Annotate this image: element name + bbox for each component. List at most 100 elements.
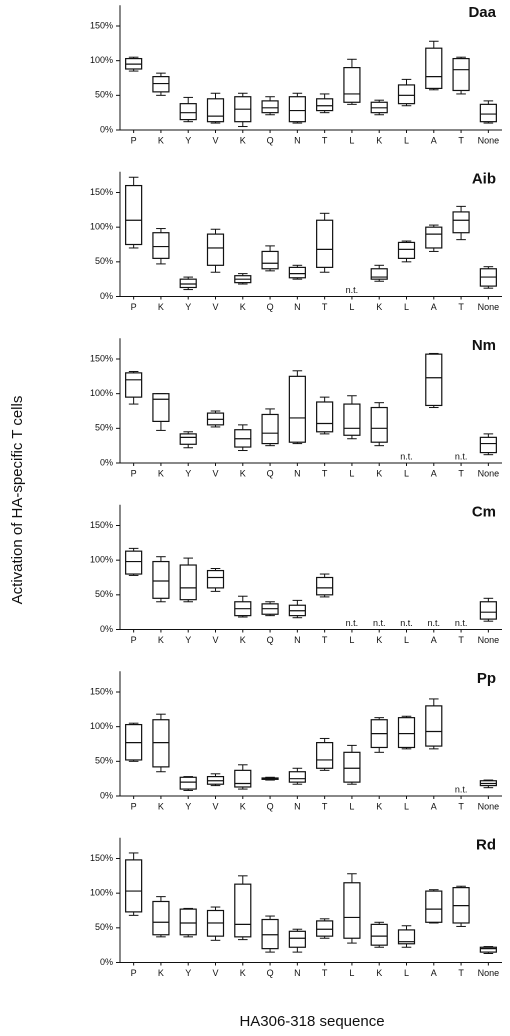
y-tick-label: 50% (95, 256, 113, 266)
box (125, 550, 143, 575)
y-axis-label: Activation of HA-specific T cells (9, 396, 26, 605)
box (152, 719, 170, 768)
x-tick-label: K (376, 302, 382, 312)
not-tested-label: n.t. (455, 451, 468, 461)
panel-title: Daa (468, 4, 496, 21)
x-tick-label: T (322, 302, 328, 312)
x-tick-label: L (404, 135, 409, 145)
x-tick-label: K (240, 135, 246, 145)
x-tick-label: L (349, 968, 354, 978)
box (288, 930, 306, 948)
box (152, 393, 170, 422)
x-tick-label: T (458, 635, 464, 645)
x-tick-label: V (212, 801, 218, 811)
x-tick-label: V (212, 135, 218, 145)
y-tick-label: 150% (90, 20, 113, 30)
x-tick-label: L (404, 968, 409, 978)
not-tested-label: n.t. (428, 618, 441, 628)
x-tick-label: K (376, 135, 382, 145)
y-tick-label: 50% (95, 922, 113, 932)
box (370, 923, 388, 946)
x-tick-label: K (376, 801, 382, 811)
y-tick-label: 100% (90, 721, 113, 731)
box (206, 98, 225, 123)
box (152, 560, 170, 599)
x-tick-label: P (131, 302, 137, 312)
x-tick-label: T (322, 801, 328, 811)
x-tick-label: V (212, 302, 218, 312)
box (261, 413, 279, 445)
box (125, 372, 143, 398)
box (397, 241, 416, 259)
x-tick-label: L (349, 635, 354, 645)
x-tick-label: L (349, 801, 354, 811)
not-tested-label: n.t. (346, 285, 359, 295)
y-tick-label: 50% (95, 756, 113, 766)
x-tick-label: L (349, 468, 354, 478)
box (179, 103, 197, 121)
panel-title: Rd (476, 836, 496, 853)
box (316, 742, 334, 769)
x-tick-label: Q (267, 968, 274, 978)
box (288, 771, 306, 783)
x-tick-label: None (478, 468, 500, 478)
y-tick-label: 150% (90, 686, 113, 696)
x-tick-label: L (349, 135, 354, 145)
box (425, 226, 443, 249)
x-tick-label: K (158, 135, 164, 145)
x-tick-label: N (294, 468, 301, 478)
y-tick-label: 50% (95, 423, 113, 433)
box (316, 576, 334, 596)
y-tick-label: 0% (100, 124, 113, 134)
x-tick-label: None (478, 635, 500, 645)
x-tick-label: P (131, 801, 137, 811)
x-tick-label: T (322, 635, 328, 645)
x-tick-label: Q (267, 635, 274, 645)
box (234, 769, 252, 788)
x-tick-label: A (431, 635, 437, 645)
x-axis-label: HA306-318 sequence (239, 1013, 384, 1030)
box (234, 883, 252, 938)
x-tick-label: V (212, 468, 218, 478)
x-tick-label: K (240, 302, 246, 312)
y-tick-label: 150% (90, 187, 113, 197)
x-tick-label: L (404, 468, 409, 478)
y-tick-label: 50% (95, 589, 113, 599)
box (288, 375, 306, 443)
y-tick-label: 0% (100, 457, 113, 467)
x-tick-label: None (478, 801, 500, 811)
panel-title: Aib (472, 170, 496, 187)
y-tick-label: 100% (90, 55, 113, 65)
box (425, 705, 443, 747)
box (397, 84, 416, 105)
box (288, 96, 306, 123)
box (343, 882, 361, 939)
x-tick-label: K (376, 635, 382, 645)
x-tick-label: K (158, 968, 164, 978)
box (206, 233, 225, 266)
box (261, 250, 279, 270)
panel-title: Pp (477, 670, 496, 687)
box (179, 564, 197, 601)
x-tick-label: Y (185, 801, 191, 811)
box (316, 401, 334, 433)
y-tick-label: 150% (90, 853, 113, 863)
x-tick-label: L (404, 635, 409, 645)
x-tick-label: L (349, 302, 354, 312)
box (206, 569, 225, 589)
y-tick-label: 0% (100, 790, 113, 800)
box (261, 100, 279, 114)
x-tick-label: A (431, 302, 437, 312)
y-tick-label: 100% (90, 555, 113, 565)
x-tick-label: Y (185, 635, 191, 645)
x-tick-label: T (322, 135, 328, 145)
box (343, 66, 361, 103)
box (343, 403, 361, 436)
box (179, 776, 197, 790)
box (179, 433, 197, 445)
x-tick-label: Y (185, 135, 191, 145)
box (261, 918, 279, 950)
x-tick-label: N (294, 801, 301, 811)
x-tick-label: A (431, 135, 437, 145)
